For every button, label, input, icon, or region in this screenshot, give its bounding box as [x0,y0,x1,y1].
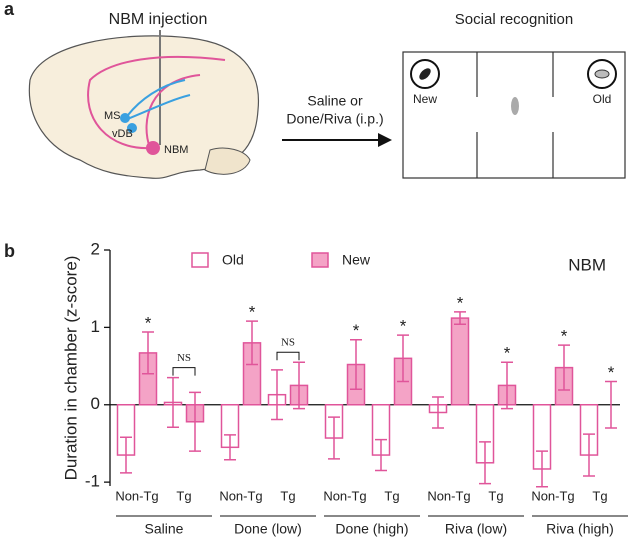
mouse [594,69,610,79]
cerebellum [204,147,251,175]
bracket [276,351,300,361]
error-bar [479,441,491,485]
y-tick-label: -1 [85,472,100,491]
error-bar [558,344,570,391]
region-label: vDB [112,128,133,140]
error-bar [605,380,617,429]
error-bar [189,391,201,452]
error-bar [397,334,409,383]
x-tick-label: Tg [592,488,607,503]
x-tick-label: Non-Tg [219,488,262,503]
injection-title: NBM injection [109,11,208,28]
y-tick-label: 2 [91,239,100,258]
error-bar [536,450,548,488]
bar [450,317,470,406]
chamber-walls [476,52,554,178]
y-tick-label: 1 [91,317,100,336]
group-label: Saline [145,521,184,537]
error-bar [432,396,444,429]
significance: NS [281,337,295,349]
x-tick-label: Tg [488,488,503,503]
mouse [419,68,431,80]
region-label: MS [104,110,121,122]
annotation: NBM [568,255,606,274]
treatment: Done/Riva (i.p.) [286,111,383,127]
significance: * [457,293,464,312]
projection [87,55,226,150]
panel-label: b [4,241,15,261]
region-label: NBM [164,144,188,156]
mouse [511,97,519,115]
x-tick-label: Non-Tg [115,488,158,503]
significance: * [608,363,615,382]
legend-swatch [311,252,329,268]
chamber-label: Old [593,92,612,106]
vdb-cells [127,123,137,133]
bracket [172,367,196,376]
group-label: Riva (high) [546,521,614,537]
chamber-label: New [413,92,437,106]
nbm-cells [146,141,160,155]
significance: * [353,321,360,340]
legend-swatch [191,252,209,268]
x-tick-label: Tg [176,488,191,503]
significance: NS [177,352,191,364]
significance: * [249,303,256,322]
panel-b: b NBM Duration in chamber (z-score) -1 0 1 2 Ol… [4,239,628,537]
projection [145,74,201,149]
significance: * [504,344,511,363]
x-tick-label: Non-Tg [531,488,574,503]
x-tick-label: Tg [384,488,399,503]
error-bar [224,434,236,461]
significance: * [145,314,152,333]
group-label: Done (low) [234,521,302,537]
treatment: Saline or [307,93,363,109]
error-bar [328,416,340,460]
error-bar [583,433,595,477]
error-bar [454,311,466,326]
test-title: Social recognition [455,11,573,28]
panel-label: a [4,0,15,19]
error-bar [293,361,305,410]
projection [124,79,191,121]
error-bar [246,320,258,366]
group-label: Done (high) [335,521,408,537]
y-axis-label: Duration in chamber (z-score) [61,256,80,481]
error-bar [375,438,387,472]
legend-label: New [342,252,371,268]
error-bar [350,339,362,391]
x-tick-label: Tg [280,488,295,503]
arrow-head [378,133,392,147]
y-tick-label: 0 [91,394,100,413]
x-tick-label: Non-Tg [323,488,366,503]
significance: * [561,327,568,346]
error-bar [271,369,283,421]
legend-label: Old [222,252,244,268]
error-bar [501,361,513,410]
significance: * [400,317,407,336]
error-bar [167,376,179,428]
ms-cells [120,113,130,123]
error-bar [142,331,154,375]
panel-a: a NBM injection MS vDB NBM Saline or Don… [4,0,626,179]
group-label: Riva (low) [445,521,507,537]
error-bar [120,436,132,474]
x-tick-label: Non-Tg [427,488,470,503]
